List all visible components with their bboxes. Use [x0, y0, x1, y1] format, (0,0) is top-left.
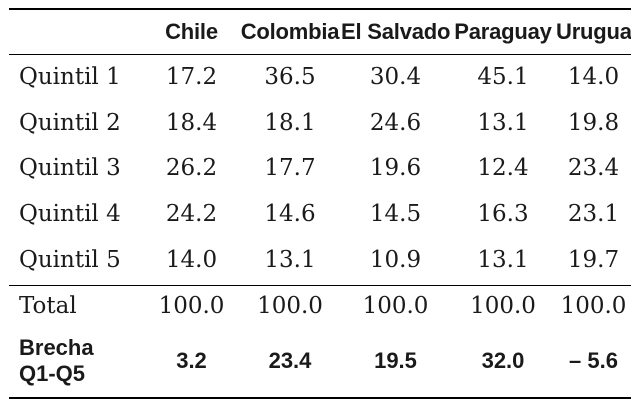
column-header-chile: Chile	[165, 18, 218, 44]
row-label: Quintil 2	[19, 109, 121, 136]
table-cell: 12.4	[477, 155, 529, 182]
table-cell: 17.7	[264, 155, 316, 182]
table-bottom-rule	[9, 397, 631, 399]
table-cell: 19.6	[369, 155, 422, 182]
table-cell: 30.4	[369, 63, 422, 90]
table-cell: 16.3	[477, 201, 529, 228]
total-row: Total 100.0 100.0 100.0 100.0 100.0	[9, 283, 631, 329]
column-header-uruguay: Uruguay	[556, 18, 631, 44]
gap-row: Brecha Q1-Q5 3.2 23.4 19.5 32.0 – 5.6	[9, 329, 631, 394]
table-cell: 13.1	[477, 109, 529, 136]
table-cell: 13.1	[477, 247, 529, 274]
table-cell: 3.2	[176, 348, 207, 374]
header-separator-rule	[9, 54, 631, 56]
table-cell: – 5.6	[569, 348, 618, 374]
table-cell: 14.5	[369, 201, 422, 228]
table-cell: 18.4	[165, 109, 218, 136]
row-label: Quintil 5	[19, 247, 121, 274]
table-top-rule	[9, 8, 631, 10]
table-cell: 14.0	[165, 247, 218, 274]
column-header-colombia: Colombia	[240, 18, 340, 44]
table-row: Quintil 3 26.2 17.7 19.6 12.4 23.4	[9, 146, 631, 192]
row-label: Quintil 1	[19, 63, 121, 90]
table-cell: 23.1	[567, 201, 620, 228]
table-cell: 14.0	[567, 63, 620, 90]
header-row: Chile Colombia El Salvador Paraguay Urug…	[9, 9, 631, 54]
row-label: Brecha Q1-Q5	[9, 329, 144, 394]
table-cell: 32.0	[481, 348, 525, 374]
table-cell: 14.6	[264, 201, 316, 228]
table-cell: 17.2	[165, 63, 218, 90]
table-cell: 13.1	[264, 247, 316, 274]
table-cell: 100.0	[362, 292, 429, 319]
table-row: Quintil 5 14.0 13.1 10.9 13.1 19.7	[9, 237, 631, 283]
table-cell: 23.4	[567, 155, 620, 182]
table-cell: 18.1	[264, 109, 316, 136]
table-cell: 26.2	[165, 155, 218, 182]
table-row: Quintil 2 18.4 18.1 24.6 13.1 19.8	[9, 100, 631, 146]
table-cell: 100.0	[257, 292, 323, 319]
quintile-distribution-table: Chile Colombia El Salvador Paraguay Urug…	[9, 9, 631, 394]
table-cell: 100.0	[158, 292, 225, 319]
row-label: Total	[19, 292, 77, 319]
table-cell: 100.0	[470, 292, 536, 319]
table-cell: 100.0	[560, 292, 627, 319]
table-row: Quintil 4 24.2 14.6 14.5 16.3 23.1	[9, 191, 631, 237]
table-cell: 45.1	[477, 63, 529, 90]
table-cell: 19.8	[567, 109, 620, 136]
table-row: Quintil 1 17.2 36.5 30.4 45.1 14.0	[9, 54, 631, 100]
table-cell: 24.2	[165, 201, 218, 228]
table-cell: 19.7	[567, 247, 620, 274]
row-label: Quintil 4	[19, 201, 121, 228]
column-header-paraguay: Paraguay	[454, 18, 552, 44]
column-header-stub	[9, 9, 144, 54]
gap-label-line1: Brecha	[19, 335, 94, 361]
column-header-el-salvador: El Salvador	[341, 18, 450, 44]
gap-label-line2: Q1-Q5	[19, 361, 86, 387]
total-separator-rule	[9, 285, 631, 287]
table-cell: 36.5	[264, 63, 316, 90]
table-cell: 19.5	[374, 348, 417, 374]
table-cell: 24.6	[369, 109, 422, 136]
row-label: Quintil 3	[19, 155, 121, 182]
table-cell: 23.4	[268, 348, 312, 374]
table-cell: 10.9	[369, 247, 422, 274]
